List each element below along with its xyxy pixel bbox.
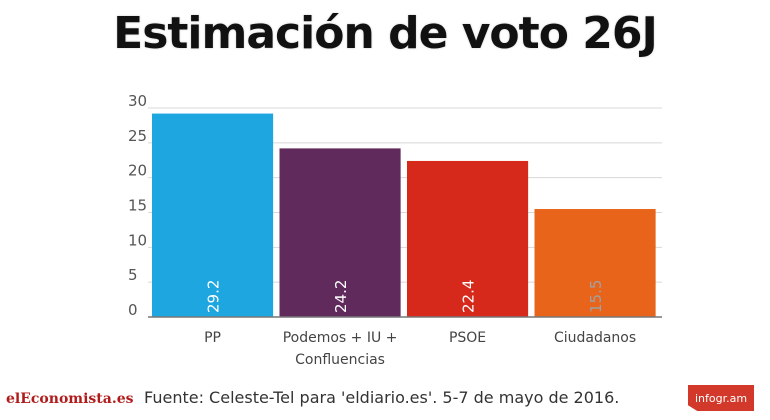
y-axis-ticks: 0 5 10 15 20 25 30 [128, 92, 147, 319]
bar-value-label: 29.2 [205, 280, 223, 313]
source-note: Fuente: Celeste-Tel para 'eldiario.es'. … [144, 388, 620, 407]
x-category-label: Confluencias [295, 352, 385, 368]
y-tick-label: 30 [128, 92, 147, 110]
bars: 29.2 24.2 22.4 15.5 [152, 113, 656, 317]
infogram-badge[interactable]: infogr.am [688, 385, 754, 411]
y-tick-label: 10 [128, 231, 147, 249]
x-axis-labels: PP Podemos + IU + Confluencias PSOE Ciudadan… [204, 330, 636, 368]
chart-title: Estimación de voto 26J [113, 8, 658, 59]
bar-value-label: 22.4 [460, 280, 478, 313]
bar-value-label: 15.5 [587, 280, 605, 313]
y-tick-label: 0 [128, 301, 138, 319]
y-tick-label: 15 [128, 197, 147, 215]
x-category-label: Podemos + IU + [283, 330, 398, 346]
brand-logo: elEconomista.es [6, 391, 134, 407]
y-tick-label: 20 [128, 162, 147, 180]
bar [152, 113, 274, 317]
y-tick-label: 25 [128, 127, 147, 145]
bar [534, 209, 656, 317]
x-category-label: PP [204, 330, 221, 346]
bar [407, 160, 529, 317]
x-category-label: PSOE [449, 330, 486, 346]
bar [279, 148, 401, 317]
x-category-label: Ciudadanos [554, 330, 636, 346]
y-tick-label: 5 [128, 266, 138, 284]
bar-value-label: 24.2 [332, 280, 350, 313]
